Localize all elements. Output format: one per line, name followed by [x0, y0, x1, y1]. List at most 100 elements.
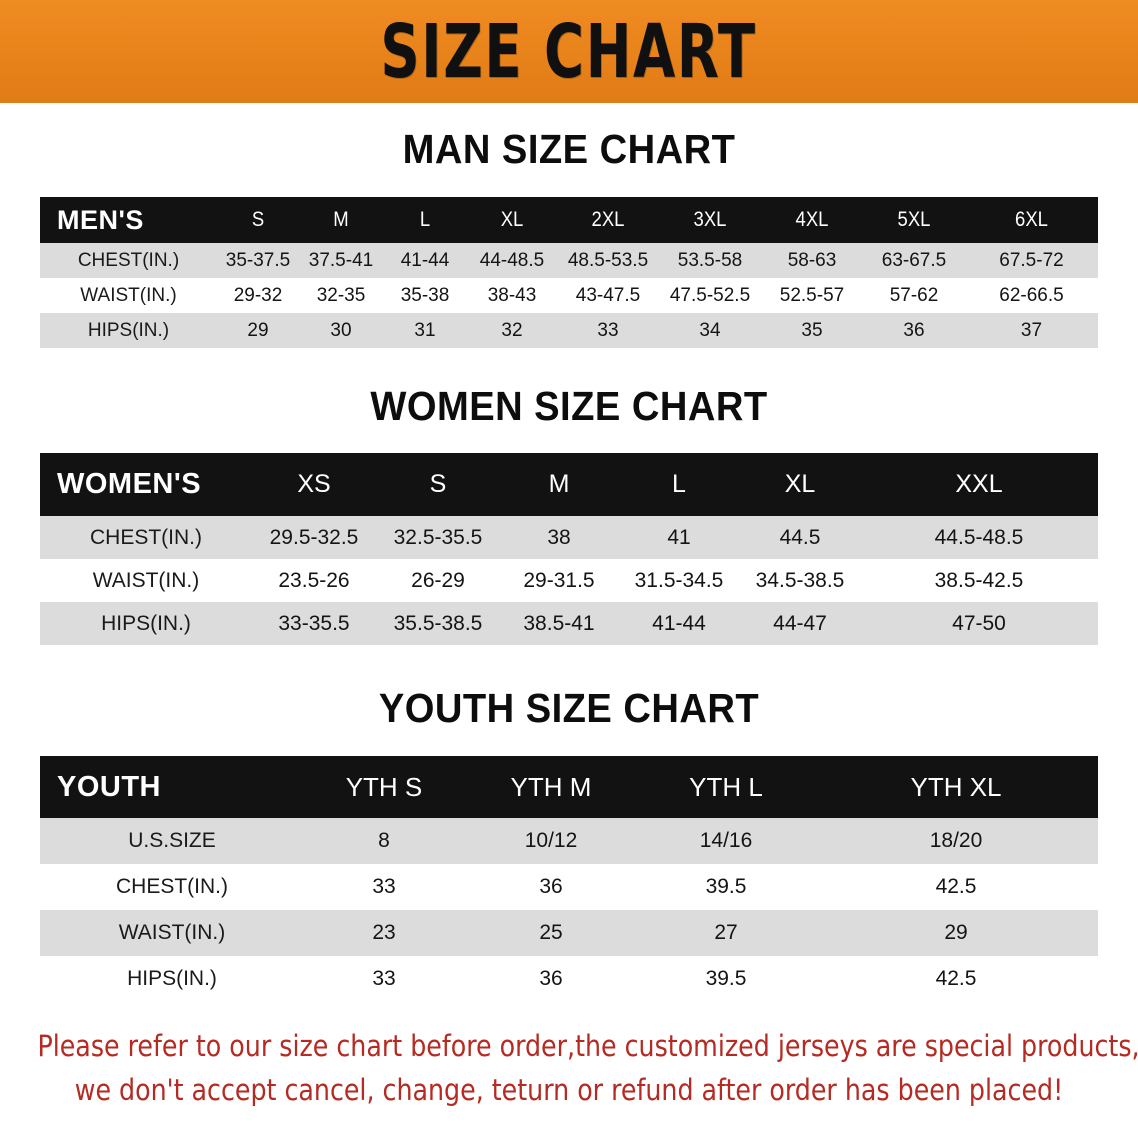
- disclaimer-line-1: Please refer to our size chart before or…: [37, 1029, 1138, 1063]
- table-row: HIPS(IN.) 33 36 39.5 42.5: [40, 956, 1098, 1002]
- page-title: SIZE CHART: [380, 8, 758, 95]
- section-title-women: WOMEN SIZE CHART: [370, 383, 768, 429]
- men-chest-2xl: 48.5-53.5: [567, 249, 649, 271]
- section-title-youth: YOUTH SIZE CHART: [378, 685, 760, 731]
- women-waist-xl: 34.5-38.5: [755, 568, 845, 592]
- men-waist-2xl: 43-47.5: [575, 284, 641, 306]
- men-size-header-3xl: 3XL: [693, 208, 727, 231]
- women-hips-xl: 44-47: [773, 611, 827, 635]
- women-chest-l: 41: [667, 525, 691, 549]
- women-size-table: WOMEN'S XS S M L XL XXL CHEST(IN.) 29.5-…: [40, 453, 1098, 645]
- table-row: HIPS(IN.) 33-35.5 35.5-38.5 38.5-41 41-4…: [40, 602, 1098, 645]
- youth-hips-s: 33: [372, 967, 396, 990]
- men-hips-xl: 32: [501, 319, 523, 341]
- women-row-label-hips: HIPS(IN.): [101, 611, 191, 635]
- table-row: U.S.SIZE 8 10/12 14/16 18/20: [40, 818, 1098, 864]
- men-chest-4xl: 58-63: [787, 249, 837, 271]
- women-hips-xxl: 47-50: [952, 611, 1006, 635]
- youth-ussize-l: 14/16: [699, 829, 753, 852]
- men-waist-3xl: 47.5-52.5: [669, 284, 751, 306]
- men-hips-m: 30: [330, 319, 352, 341]
- table-row: CHEST(IN.) 35-37.5 37.5-41 41-44 44-48.5…: [40, 243, 1098, 278]
- men-chest-s: 35-37.5: [225, 249, 291, 271]
- women-size-header-m: M: [548, 470, 570, 498]
- youth-row-label-ussize: U.S.SIZE: [128, 829, 216, 852]
- women-row-label-chest: CHEST(IN.): [90, 525, 202, 549]
- men-row-label-waist: WAIST(IN.): [80, 284, 177, 306]
- women-waist-l: 31.5-34.5: [634, 568, 724, 592]
- youth-size-table: YOUTH YTH S YTH M YTH L YTH XL U.S.SIZE …: [40, 756, 1098, 1002]
- men-size-header-l: L: [419, 208, 431, 231]
- youth-waist-s: 23: [372, 921, 396, 944]
- men-hips-3xl: 34: [699, 319, 721, 341]
- youth-ussize-xl: 18/20: [929, 829, 983, 852]
- women-header-row: WOMEN'S XS S M L XL XXL: [40, 453, 1098, 516]
- women-waist-xxl: 38.5-42.5: [934, 568, 1024, 592]
- women-waist-s: 26-29: [411, 568, 465, 592]
- women-chest-m: 38: [547, 525, 571, 549]
- men-chest-3xl: 53.5-58: [677, 249, 743, 271]
- youth-header-row: YOUTH YTH S YTH M YTH L YTH XL: [40, 756, 1098, 818]
- youth-size-header-s: YTH S: [345, 771, 423, 802]
- order-policy-disclaimer: Please refer to our size chart before or…: [37, 1024, 1138, 1112]
- women-hips-m: 38.5-41: [523, 611, 595, 635]
- men-hips-2xl: 33: [597, 319, 619, 341]
- women-chest-xs: 29.5-32.5: [269, 525, 359, 549]
- youth-size-header-l: YTH L: [689, 771, 763, 802]
- youth-row-label-waist: WAIST(IN.): [118, 921, 226, 944]
- men-size-header-5xl: 5XL: [897, 208, 931, 231]
- youth-waist-m: 25: [539, 921, 563, 944]
- men-waist-xl: 38-43: [487, 284, 537, 306]
- men-chest-xl: 44-48.5: [479, 249, 545, 271]
- women-size-header-l: L: [672, 470, 686, 498]
- men-size-header-m: M: [333, 208, 349, 231]
- men-hips-s: 29: [247, 319, 269, 341]
- men-waist-s: 29-32: [233, 284, 283, 306]
- women-hips-s: 35.5-38.5: [393, 611, 483, 635]
- men-hips-4xl: 35: [801, 319, 823, 341]
- men-size-header-6xl: 6XL: [1015, 208, 1048, 231]
- men-waist-l: 35-38: [400, 284, 450, 306]
- youth-chest-s: 33: [372, 875, 396, 898]
- youth-row-label-chest: CHEST(IN.): [116, 875, 228, 898]
- men-chest-m: 37.5-41: [308, 249, 374, 271]
- men-hips-l: 31: [414, 319, 436, 341]
- youth-corner-label: YOUTH: [57, 770, 161, 803]
- men-waist-6xl: 62-66.5: [999, 284, 1064, 306]
- men-size-table: MEN'S S M L XL 2XL 3XL 4XL 5XL 6XL CHEST…: [40, 197, 1098, 348]
- women-hips-xs: 33-35.5: [278, 611, 350, 635]
- women-corner-label: WOMEN'S: [57, 468, 202, 500]
- men-size-header-xl: XL: [500, 208, 524, 231]
- youth-waist-l: 27: [714, 921, 738, 944]
- youth-size-table-wrapper: YOUTH YTH S YTH M YTH L YTH XL U.S.SIZE …: [40, 756, 1098, 1002]
- youth-ussize-m: 10/12: [524, 829, 578, 852]
- women-chest-xxl: 44.5-48.5: [934, 525, 1024, 549]
- youth-row-label-hips: HIPS(IN.): [127, 967, 217, 990]
- men-waist-m: 32-35: [316, 284, 366, 306]
- disclaimer-line-2: we don't accept cancel, change, teturn o…: [74, 1073, 1064, 1107]
- youth-chest-m: 36: [539, 875, 563, 898]
- men-hips-6xl: 37: [1020, 319, 1043, 341]
- men-size-header-s: S: [251, 208, 265, 231]
- men-waist-5xl: 57-62: [889, 284, 939, 306]
- men-row-label-hips: HIPS(IN.): [87, 319, 170, 341]
- table-row: HIPS(IN.) 29 30 31 32 33 34 35 36 37: [40, 313, 1098, 348]
- men-header-row: MEN'S S M L XL 2XL 3XL 4XL 5XL 6XL: [40, 197, 1098, 243]
- table-row: CHEST(IN.) 33 36 39.5 42.5: [40, 864, 1098, 910]
- men-row-label-chest: CHEST(IN.): [77, 249, 180, 271]
- women-waist-m: 29-31.5: [523, 568, 595, 592]
- women-hips-l: 41-44: [652, 611, 706, 635]
- men-corner-label: MEN'S: [57, 204, 144, 235]
- women-row-label-waist: WAIST(IN.): [92, 568, 200, 592]
- youth-hips-xl: 42.5: [935, 967, 977, 990]
- women-chest-xl: 44.5: [779, 525, 821, 549]
- table-row: WAIST(IN.) 23.5-26 26-29 29-31.5 31.5-34…: [40, 559, 1098, 602]
- youth-chest-l: 39.5: [705, 875, 747, 898]
- page-banner: SIZE CHART: [0, 0, 1138, 103]
- men-chest-5xl: 63-67.5: [881, 249, 947, 271]
- youth-chest-xl: 42.5: [935, 875, 977, 898]
- men-size-header-4xl: 4XL: [795, 208, 829, 231]
- women-size-header-s: S: [429, 470, 447, 498]
- youth-size-header-xl: YTH XL: [910, 771, 1002, 802]
- women-size-header-xxl: XXL: [955, 470, 1003, 498]
